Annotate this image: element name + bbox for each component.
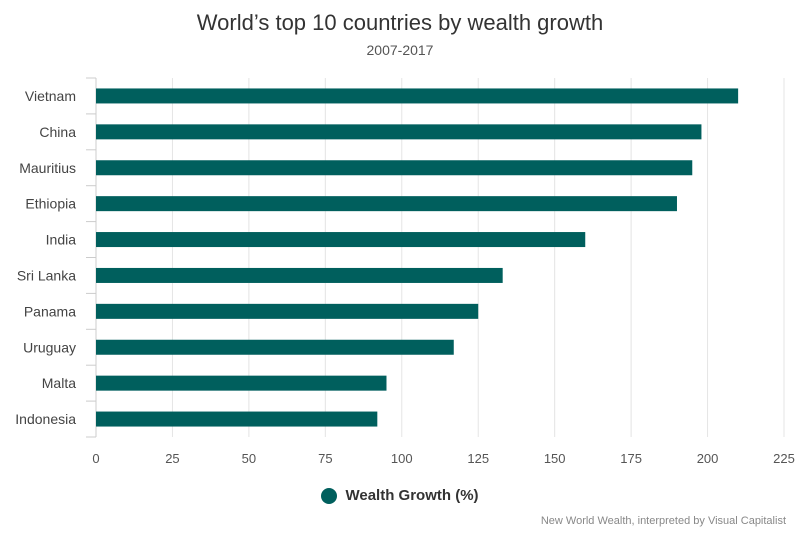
chart-title: World’s top 10 countries by wealth growt… [196, 10, 604, 35]
x-tick-label: 150 [544, 451, 566, 466]
x-tick-label: 175 [620, 451, 642, 466]
y-tick-label: Indonesia [15, 411, 76, 427]
x-tick-label: 0 [92, 451, 99, 466]
x-tick-label: 75 [318, 451, 332, 466]
legend[interactable]: Wealth Growth (%) [0, 487, 800, 509]
y-tick-label: Ethiopia [25, 196, 76, 212]
bar [96, 411, 378, 427]
y-tick-label: India [46, 232, 77, 248]
x-tick-label: 125 [467, 451, 489, 466]
legend-swatch [321, 487, 338, 504]
bar [96, 267, 503, 283]
x-tick-label: 50 [242, 451, 256, 466]
x-tick-label: 200 [697, 451, 719, 466]
y-tick-label: Uruguay [23, 339, 76, 355]
y-tick-label: Malta [42, 375, 76, 391]
y-tick-label: Mauritius [19, 160, 76, 176]
bar [96, 232, 586, 248]
bar [96, 196, 677, 212]
bar [96, 160, 693, 176]
legend-label: Wealth Growth (%) [345, 487, 479, 504]
bar [96, 303, 479, 319]
x-tick-label: 25 [165, 451, 179, 466]
y-tick-label: Vietnam [25, 88, 76, 104]
x-tick-label: 225 [773, 451, 795, 466]
y-tick-label: China [39, 124, 76, 140]
bar [96, 375, 387, 391]
source-note: New World Wealth, interpreted by Visual … [540, 515, 786, 527]
x-tick-label: 100 [391, 451, 413, 466]
chart-subtitle: 2007-2017 [366, 42, 434, 58]
bar [96, 124, 702, 140]
bar [96, 339, 454, 355]
y-tick-label: Sri Lanka [17, 267, 76, 283]
y-tick-label: Panama [24, 303, 76, 319]
bar [96, 88, 739, 104]
